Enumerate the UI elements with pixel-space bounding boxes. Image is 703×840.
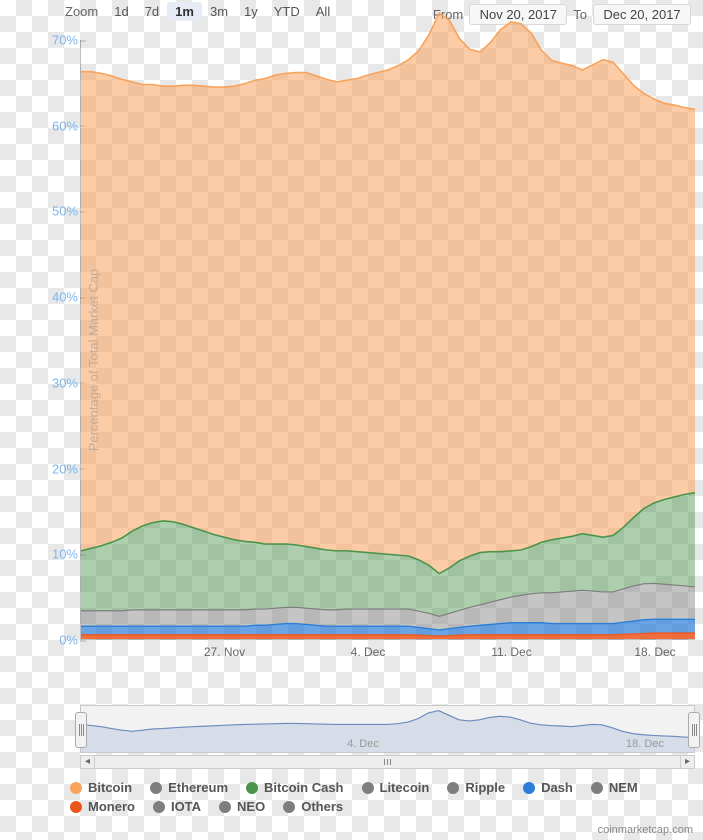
- navigator-area: [81, 711, 694, 752]
- legend-item-iota[interactable]: IOTA: [153, 799, 201, 814]
- y-tick: 20%: [38, 461, 78, 476]
- x-tick: 11. Dec: [491, 645, 531, 659]
- zoom-all-button[interactable]: All: [308, 2, 338, 21]
- dominance-chart: Percentage of Total Market Cap 0%10%20%3…: [0, 40, 703, 680]
- zoom-1y-button[interactable]: 1y: [236, 2, 266, 21]
- legend-swatch-icon: [283, 801, 295, 813]
- y-tick: 50%: [38, 204, 78, 219]
- legend-swatch-icon: [447, 782, 459, 794]
- plot-area[interactable]: 27. Nov4. Dec11. Dec18. Dec: [80, 40, 695, 640]
- y-tick: 40%: [38, 290, 78, 305]
- navigator-handle-right[interactable]: [688, 712, 700, 748]
- y-tick: 0%: [38, 633, 78, 648]
- legend-item-dash[interactable]: Dash: [523, 780, 573, 795]
- x-tick: 27. Nov: [204, 645, 245, 659]
- legend-swatch-icon: [523, 782, 535, 794]
- legend-swatch-icon: [591, 782, 603, 794]
- navigator-x-tick: 4. Dec: [347, 738, 379, 750]
- legend-label: Bitcoin: [88, 780, 132, 795]
- zoom-ytd-button[interactable]: YTD: [266, 2, 308, 21]
- legend-item-bitcoin[interactable]: Bitcoin: [70, 780, 132, 795]
- zoom-7d-button[interactable]: 7d: [137, 2, 167, 21]
- legend-label: NEM: [609, 780, 638, 795]
- to-date-input[interactable]: Dec 20, 2017: [593, 4, 691, 25]
- legend-item-ripple[interactable]: Ripple: [447, 780, 505, 795]
- zoom-3m-button[interactable]: 3m: [202, 2, 236, 21]
- to-label: To: [573, 7, 587, 22]
- y-tick: 60%: [38, 118, 78, 133]
- legend-swatch-icon: [70, 801, 82, 813]
- date-range-picker: From Nov 20, 2017 To Dec 20, 2017: [433, 4, 691, 25]
- legend-swatch-icon: [219, 801, 231, 813]
- navigator-scrollbar[interactable]: ◂ ▸: [80, 755, 695, 769]
- legend-swatch-icon: [362, 782, 374, 794]
- legend-item-litecoin[interactable]: Litecoin: [362, 780, 430, 795]
- legend-swatch-icon: [246, 782, 258, 794]
- legend-swatch-icon: [150, 782, 162, 794]
- range-navigator[interactable]: 4. Dec 18. Dec: [80, 705, 695, 753]
- chart-legend: Bitcoin Ethereum Bitcoin Cash Litecoin Rippl…: [70, 780, 690, 814]
- legend-swatch-icon: [70, 782, 82, 794]
- series-area-bitcoin[interactable]: [81, 13, 695, 573]
- legend-label: Ripple: [465, 780, 505, 795]
- y-tick: 70%: [38, 33, 78, 48]
- legend-label: NEO: [237, 799, 265, 814]
- legend-label: Ethereum: [168, 780, 228, 795]
- zoom-toolbar: Zoom 1d7d1m3m1yYTDAll: [65, 4, 338, 19]
- y-tick: 30%: [38, 375, 78, 390]
- legend-swatch-icon: [153, 801, 165, 813]
- scroll-left-icon[interactable]: ◂: [81, 756, 95, 768]
- legend-item-ethereum[interactable]: Ethereum: [150, 780, 228, 795]
- attribution-text: coinmarketcap.com: [598, 824, 693, 836]
- navigator-handle-left[interactable]: [75, 712, 87, 748]
- legend-item-nem[interactable]: NEM: [591, 780, 638, 795]
- legend-label: Dash: [541, 780, 573, 795]
- legend-label: Monero: [88, 799, 135, 814]
- legend-label: IOTA: [171, 799, 201, 814]
- legend-label: Bitcoin Cash: [264, 780, 343, 795]
- legend-item-monero[interactable]: Monero: [70, 799, 135, 814]
- zoom-label: Zoom: [65, 4, 98, 19]
- legend-label: Litecoin: [380, 780, 430, 795]
- legend-item-neo[interactable]: NEO: [219, 799, 265, 814]
- legend-item-bitcoin-cash[interactable]: Bitcoin Cash: [246, 780, 343, 795]
- scroll-right-icon[interactable]: ▸: [680, 756, 694, 768]
- navigator-x-tick: 18. Dec: [626, 738, 664, 750]
- x-tick: 4. Dec: [351, 645, 386, 659]
- zoom-1m-button[interactable]: 1m: [167, 2, 202, 21]
- y-tick: 10%: [38, 547, 78, 562]
- legend-label: Others: [301, 799, 343, 814]
- legend-item-others[interactable]: Others: [283, 799, 343, 814]
- zoom-1d-button[interactable]: 1d: [106, 2, 136, 21]
- x-tick: 18. Dec: [634, 645, 675, 659]
- from-date-input[interactable]: Nov 20, 2017: [469, 4, 567, 25]
